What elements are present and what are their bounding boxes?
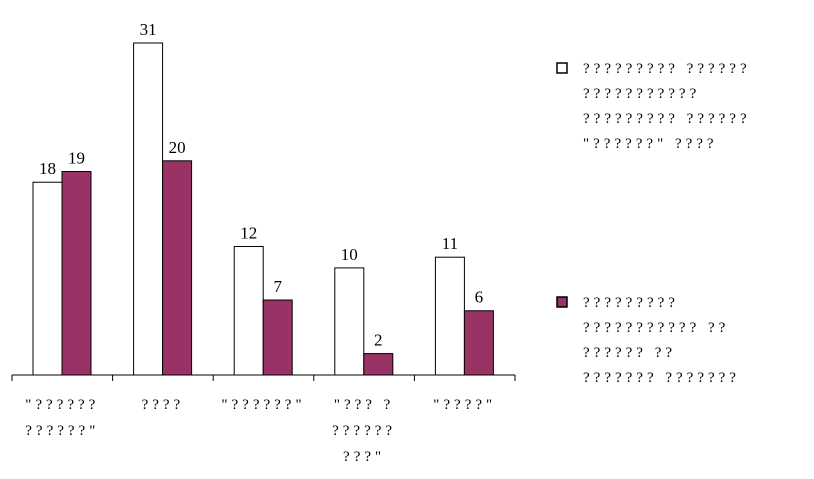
- bar-series1-category3: [233, 245, 264, 376]
- x-tick-labels: "?????? ??????"???? "??????" "??? ?????????…: [25, 397, 496, 465]
- x-tick-label-4: "??? ??????? ???": [332, 397, 396, 465]
- data-label-series1-category3: 12: [240, 223, 257, 242]
- data-label-series2-category4: 2: [374, 331, 383, 350]
- bar-series2-category5: [463, 310, 494, 376]
- legend-swatch-series2: [556, 296, 568, 308]
- legend-swatch-series1: [556, 62, 568, 74]
- bar-series2-category3: [262, 299, 293, 376]
- data-label-series1-category2: 31: [140, 20, 157, 39]
- data-labels: 18 31 12 10 11 19 20 7 2 6: [39, 20, 483, 350]
- bars-layer: [32, 42, 494, 376]
- data-label-series1-category5: 11: [442, 234, 458, 253]
- bar-series1-category1: [32, 181, 63, 376]
- bar-series1-category2: [133, 42, 164, 376]
- data-label-series1-category1: 18: [39, 159, 56, 178]
- bar-series2-category1: [61, 171, 92, 376]
- x-axis: [11, 374, 516, 381]
- data-label-series2-category2: 20: [169, 138, 186, 157]
- legend-label-series2: ???????????????????? ???????? ????????? …: [583, 295, 740, 386]
- x-tick-label-1: "?????? ??????": [25, 397, 99, 439]
- bar-series2-category2: [162, 160, 193, 376]
- x-tick-label-3: "??????": [221, 397, 305, 413]
- x-tick-label-2: ????: [142, 397, 185, 413]
- data-label-series2-category5: 6: [475, 288, 484, 307]
- data-label-series2-category3: 7: [273, 277, 282, 296]
- bar-series1-category5: [434, 256, 465, 376]
- data-label-series2-category1: 19: [68, 149, 85, 168]
- legend: ????????? ?????????????????????????? ???…: [556, 61, 751, 386]
- legend-label-series1: ????????? ?????????????????????????? ???…: [583, 61, 751, 152]
- bar-series1-category4: [334, 267, 365, 376]
- data-label-series1-category4: 10: [341, 245, 358, 264]
- x-tick-label-5: "????": [433, 397, 496, 413]
- bar-series2-category4: [363, 353, 394, 376]
